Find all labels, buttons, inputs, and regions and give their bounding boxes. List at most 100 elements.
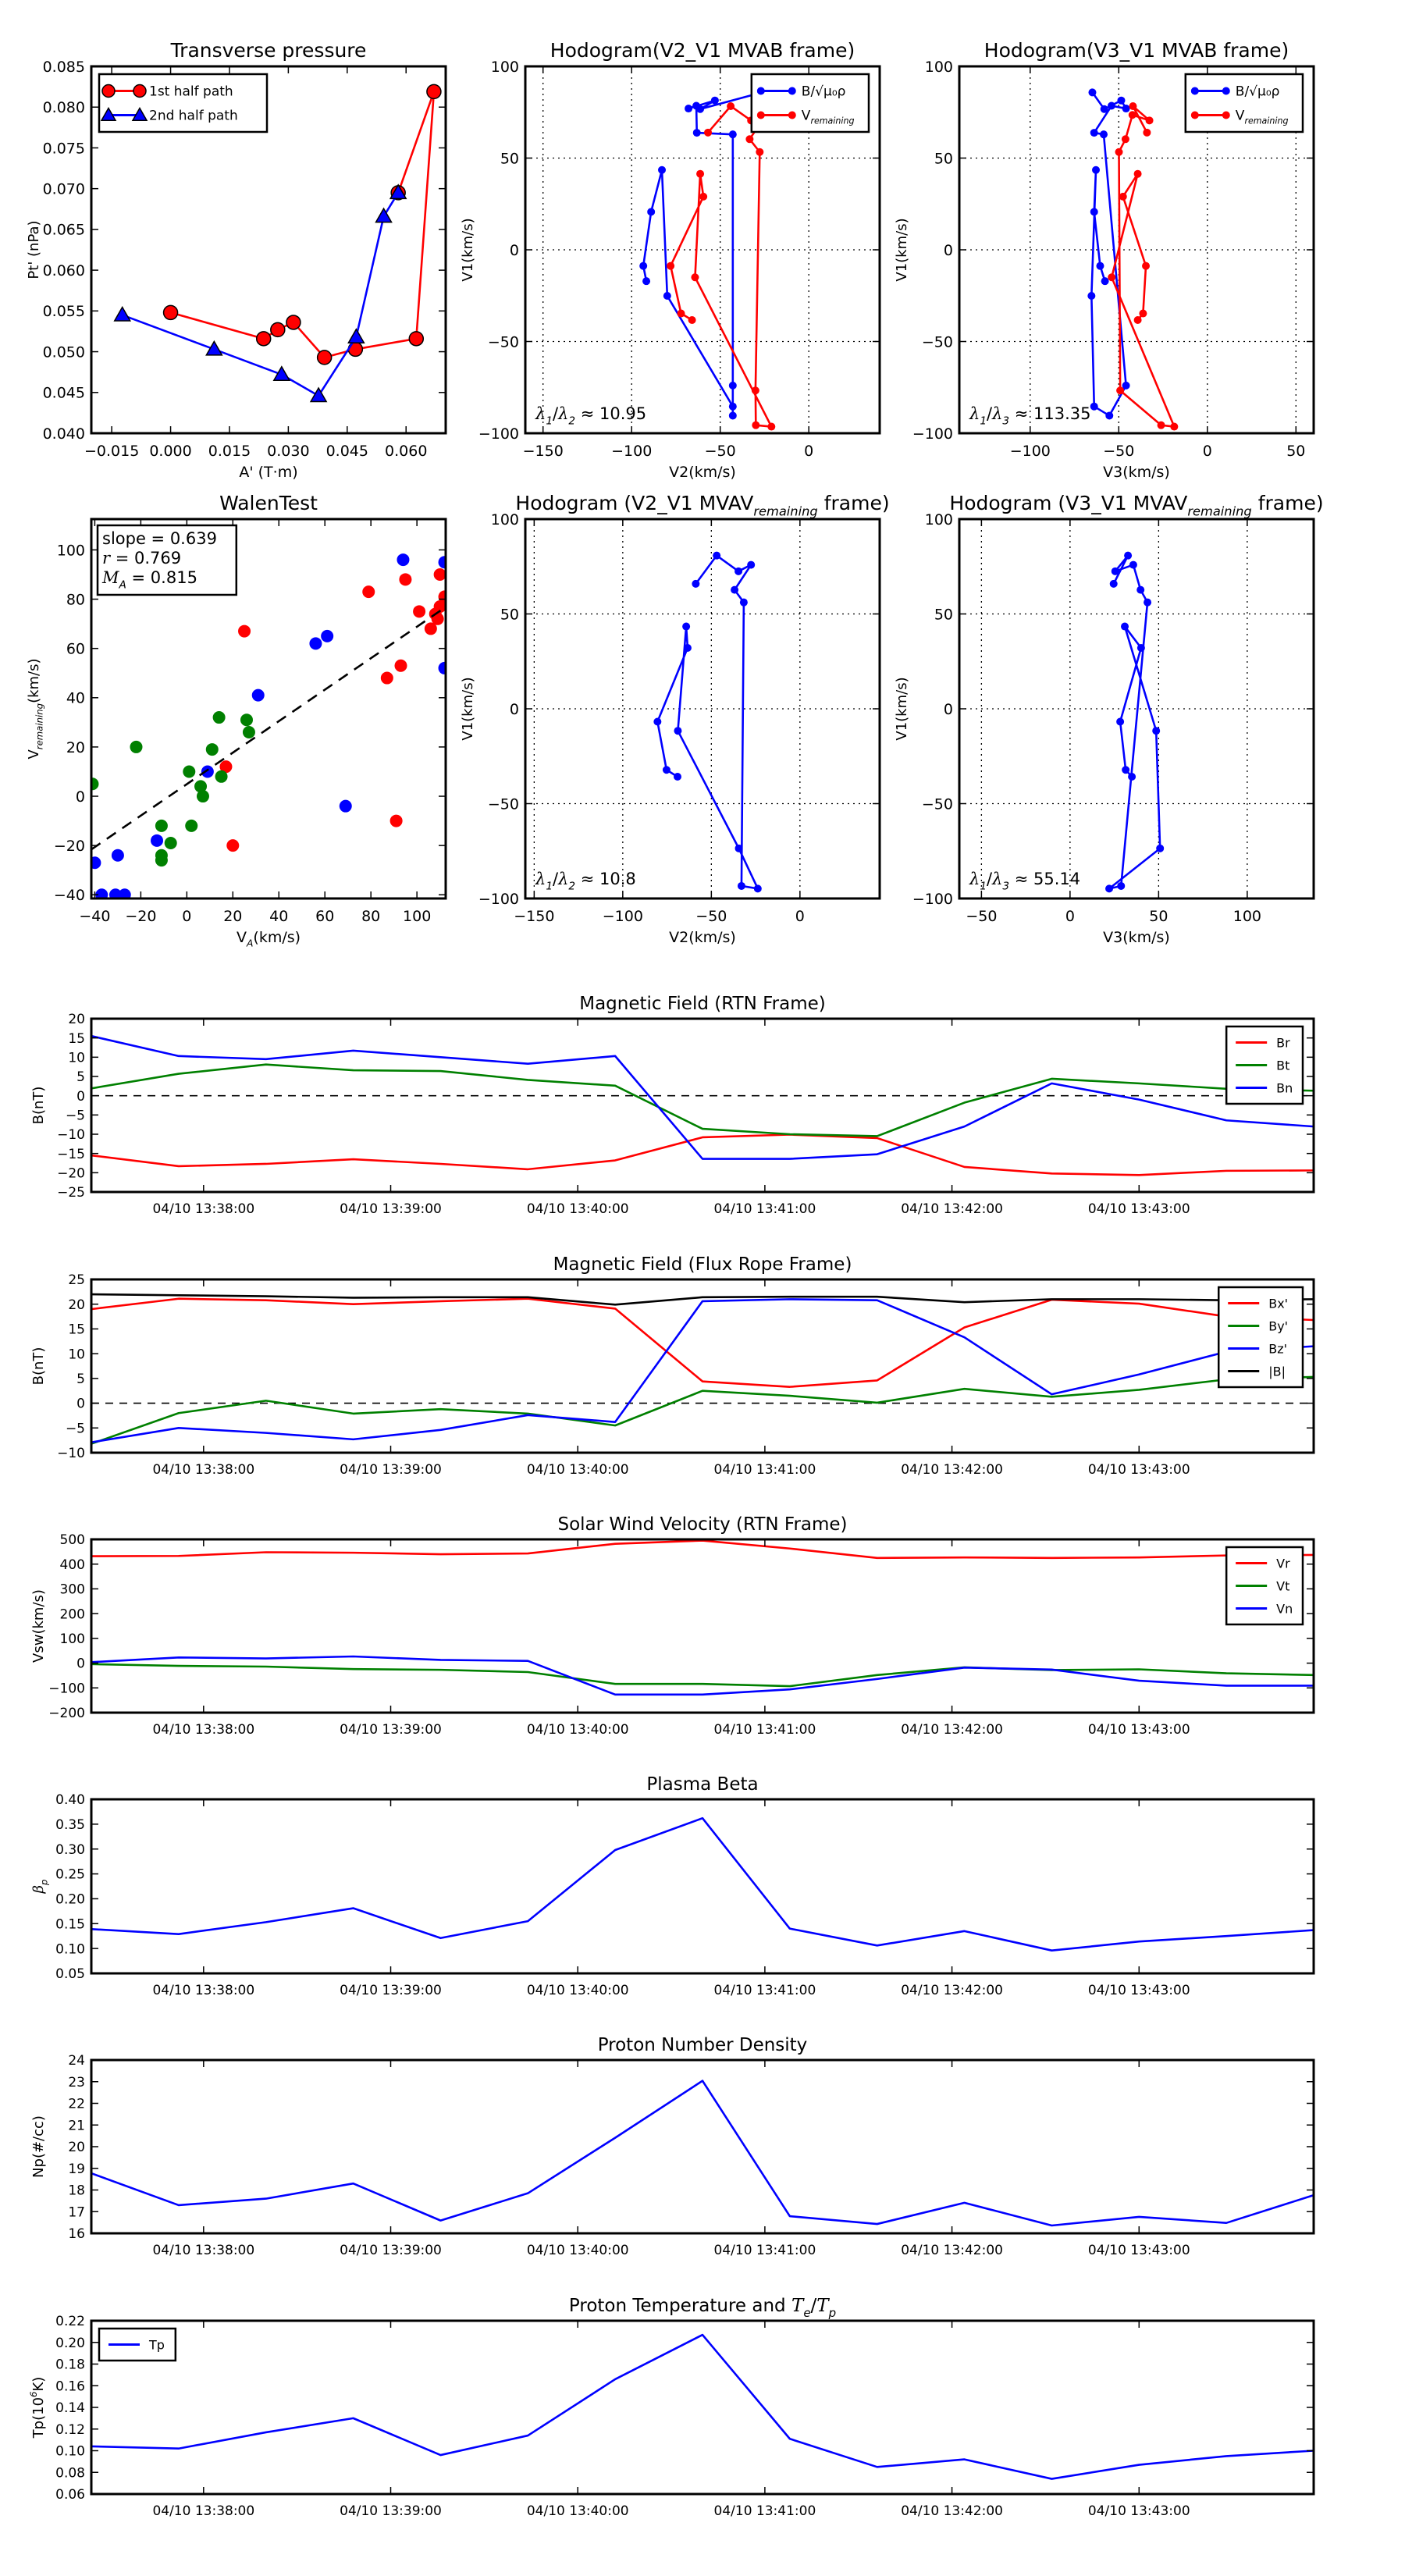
x-axis-label: V3(km/s) [1103,929,1170,946]
data-point [270,322,286,338]
chart-panel-10: 04/10 13:38:00 04/10 13:39:00 04/10 13:40:… [30,1774,1315,1998]
y-tick-label: 23 [68,2075,85,2090]
legend: B/√μ₀ρ Vremaining [750,73,870,133]
y-tick-label: 0.080 [43,99,85,116]
annotation-text-part: 3 [1002,415,1009,427]
data-point [756,111,765,119]
y-tick-label: 50 [934,606,953,623]
data-point [155,854,168,867]
legend-label: Br [1276,1035,1290,1050]
data-point [164,836,177,849]
legend: B/√μ₀ρ Vremaining [1184,73,1304,133]
x-tick-label: 04/10 13:40:00 [527,2503,629,2519]
x-tick-label: 04/10 13:39:00 [340,1722,442,1738]
data-point [1144,598,1152,607]
legend-entry: Vn [1236,1601,1293,1616]
y-tick-label: 0.040 [43,425,85,443]
eigenvalue-ratio-annotation: λ1/λ2 ≈ 10.8 [535,870,636,892]
data-point [438,590,446,603]
y-axis-label-part: V [26,749,42,760]
y-tick-label: 0 [510,242,519,259]
legend-label: Vremaining [1236,109,1289,126]
data-point [1092,165,1101,174]
data-point [735,844,743,852]
y-tick-label: 0.35 [55,1817,85,1833]
plot-area [1087,88,1179,431]
x-tick-label: −50 [695,908,727,925]
legend-entry: Tp [108,2337,165,2352]
y-tick-label: 0.085 [43,59,85,76]
series-line [91,1655,1314,1696]
data-point [756,87,765,95]
chart-panel-9: 04/10 13:38:00 04/10 13:39:00 04/10 13:40:… [30,1514,1315,1738]
x-tick-label: 04/10 13:39:00 [340,1983,442,1998]
chart-panel-11: 04/10 13:38:00 04/10 13:39:00 04/10 13:40:… [30,2035,1315,2258]
data-point [433,568,446,582]
y-tick-label: −200 [48,1706,85,1721]
chart-title: WalenTest [219,492,318,514]
data-point [704,128,713,137]
annotation-text-part: λ [557,404,568,423]
data-point [95,888,108,898]
data-point [1109,579,1118,588]
plot-area [91,1539,1314,1696]
data-point [394,659,407,672]
data-point [226,839,240,852]
y-tick-label: 15 [68,1322,85,1338]
series-line [91,1816,1314,1952]
y-tick-label: 0 [944,701,953,718]
y-tick-label: 0.08 [55,2465,85,2481]
data-point [438,556,446,569]
data-point [1111,567,1119,575]
legend-entry: Vt [1236,1578,1289,1593]
annotation-text-part: 2 [568,415,575,427]
series-line [91,1034,1314,1160]
data-point [674,727,682,735]
data-point [1143,128,1151,137]
x-axis-label: V2(km/s) [669,464,736,481]
y-axis-label: V1(km/s) [460,677,476,740]
annotation-text-part: λ [991,404,1002,423]
y-axis-label: Np(#/cc) [30,2115,47,2178]
y-tick-label: 0.22 [55,2314,85,2329]
data-point [673,772,681,781]
data-point [1142,262,1151,270]
y-tick-label: 0.055 [43,303,85,320]
data-point [438,661,446,674]
y-tick-label: 60 [66,641,85,658]
data-point [685,105,693,113]
series-line [91,1298,1314,1443]
data-point [653,717,662,726]
data-point [133,84,147,98]
data-point [100,106,117,121]
data-point [309,386,328,403]
data-point [663,291,671,300]
y-axis-label: B(nT) [30,1087,47,1125]
legend-entry: Vremaining [756,109,854,126]
data-point [212,711,226,724]
data-point [286,315,301,330]
annotation-text-part: / [553,404,559,423]
data-point [424,622,437,635]
plot-area [91,1293,1314,1445]
x-tick-label: 60 [315,908,334,925]
legend-label-part: V [1236,109,1245,124]
data-point [735,567,743,575]
data-point [155,819,168,832]
data-point [688,316,696,325]
legend-entry: 1st half path [101,84,233,100]
x-tick-label: 04/10 13:38:00 [152,2503,254,2519]
annotation-text: MA = 0.815 [101,568,197,591]
annotation-text-part: λ [535,870,546,888]
legend-entry: Bn [1236,1080,1293,1095]
x-axis-label: V3(km/s) [1103,464,1170,481]
annotation-box [96,524,238,596]
x-tick-label: −50 [1103,443,1134,460]
data-point [242,725,255,738]
y-tick-label: 17 [68,2204,85,2220]
chart-title: Hodogram(V2_V1 MVAB frame) [550,39,855,62]
data-point [1117,96,1126,105]
data-point [1145,116,1154,125]
data-point [238,624,251,638]
y-tick-label: 100 [925,511,953,528]
